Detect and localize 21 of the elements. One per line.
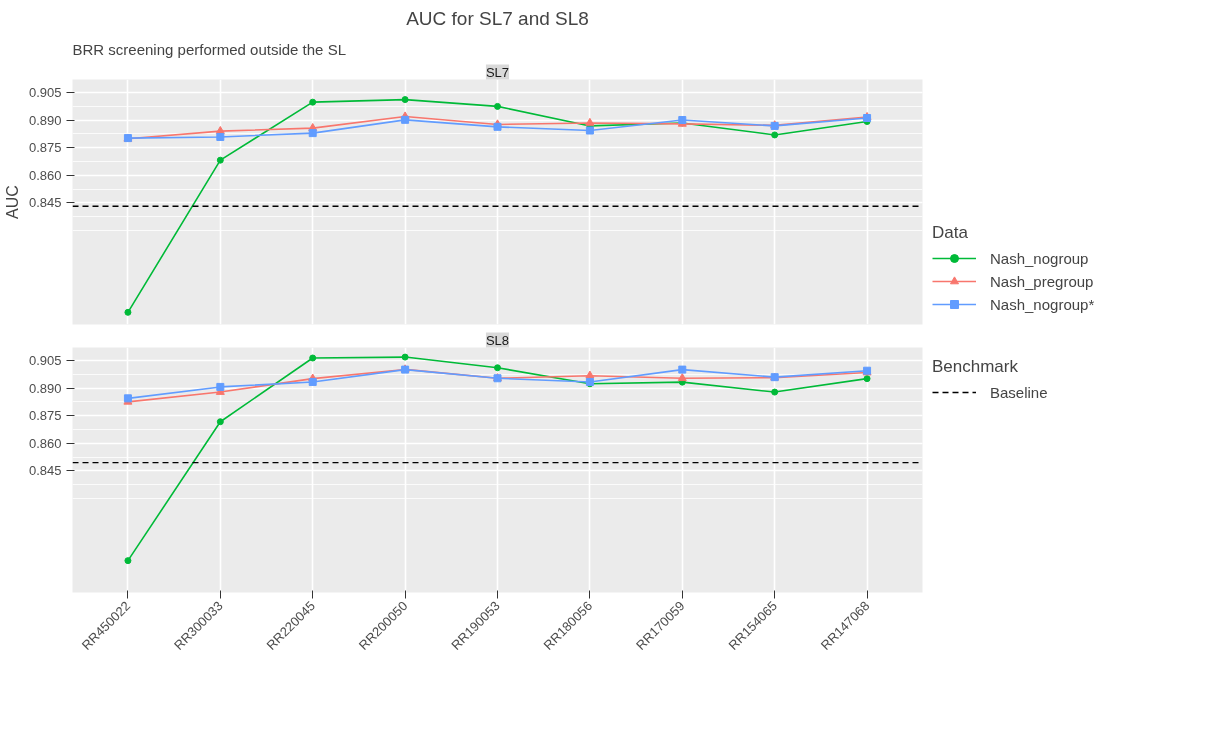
y-tick-label: 0.905 [28,352,62,368]
y-tick-label: 0.875 [28,408,62,424]
y-tick-label: 0.875 [28,140,62,156]
chart-title: AUC for SL7 and SL8 [406,7,589,29]
y-tick-label: 0.890 [28,380,62,396]
legend-label: Nash_nogroup* [990,295,1095,313]
y-tick-label: 0.890 [28,112,62,128]
legend-label: Nash_nogroup [990,249,1089,267]
y-tick-label: 0.845 [28,463,62,479]
y-tick-label: 0.860 [28,167,62,183]
y-tick-label: 0.860 [28,435,62,451]
text: SL7 [485,64,510,80]
legend-title: Data [932,223,969,243]
y-tick-label: 0.905 [28,84,62,100]
text: SL8 [485,332,510,348]
legend-label: Nash_pregroup [990,272,1094,290]
chart-subtitle: BRR screening performed outside the SL [72,40,346,58]
legend-label: Baseline [990,383,1048,401]
y-axis-title: AUC [3,185,21,219]
y-tick-label: 0.845 [28,195,62,211]
legend-title: Benchmark [932,357,1019,377]
